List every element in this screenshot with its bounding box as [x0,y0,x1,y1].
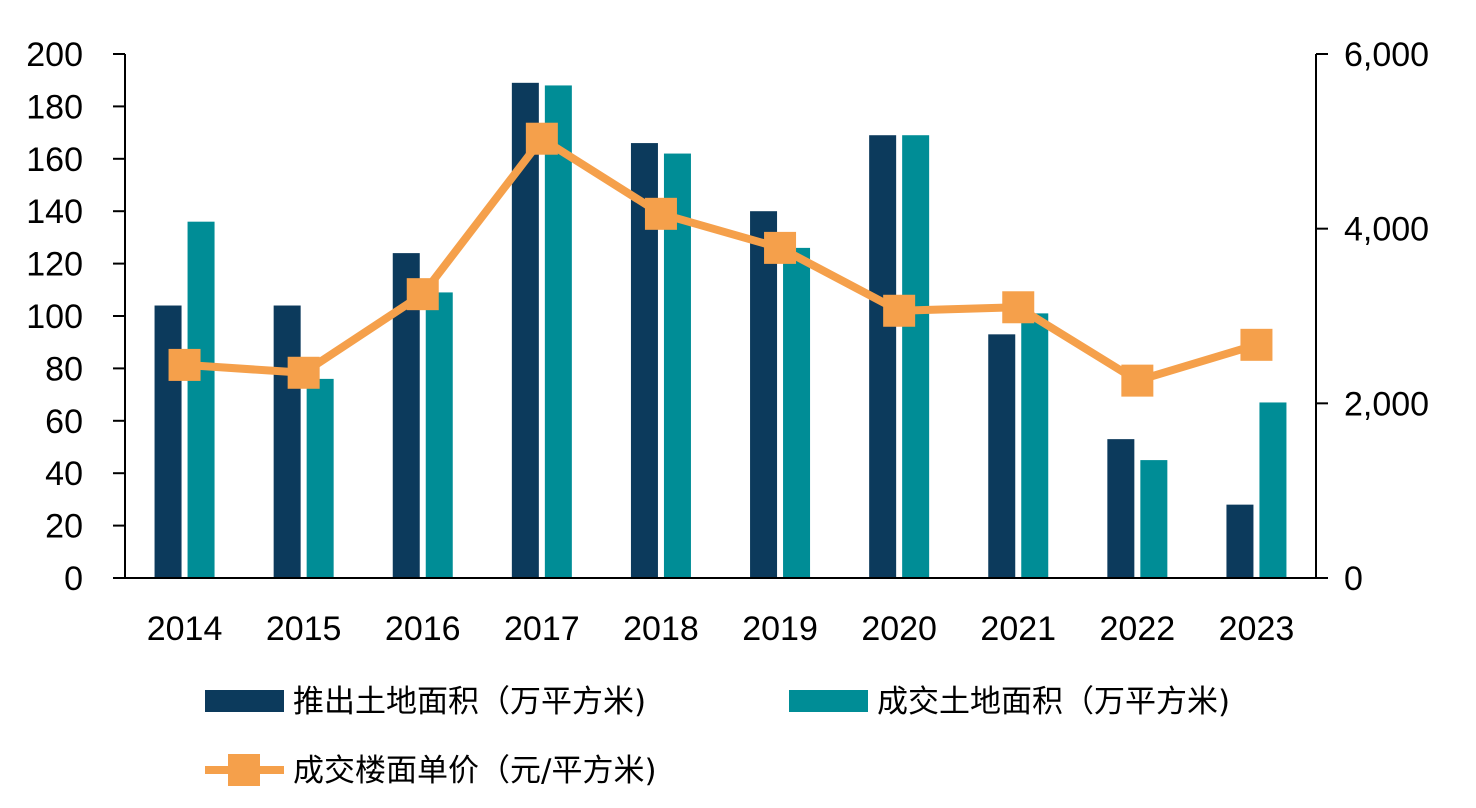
price-marker-2022 [1121,364,1154,397]
bar-transacted-2019 [783,247,811,578]
price-marker-2023 [1240,328,1273,361]
bar-transacted-2014 [187,221,215,578]
price-marker-2017 [525,122,558,155]
price-marker-2016 [406,278,439,311]
axes-layer: 0 20 40 60 80 100 120 140 160 180 200 0 2,000 4,000 6,… [26,36,1429,648]
legend: 推出土地面积（万平方米) 成交土地面积（万平方米) 成交楼面单价（元/平方米) [205,684,1230,789]
bar-transacted-2015 [306,378,334,578]
y-left-tick-label: 60 [45,403,83,441]
x-tick-label-2023: 2023 [1219,610,1295,648]
bar-launched-2014 [154,305,182,578]
bar-transacted-2021 [1021,313,1049,578]
bar-launched-2021 [988,334,1016,578]
price-marker-2021 [1002,291,1035,324]
x-tick-label-2019: 2019 [742,610,818,648]
x-tick-label-2014: 2014 [147,610,223,648]
y-left-tick-label: 40 [45,455,83,493]
y-right-tick-label: 0 [1344,560,1363,598]
y-left-tick-label: 160 [26,141,83,179]
y-left-tick-label: 20 [45,508,83,546]
x-tick-label-2016: 2016 [385,610,461,648]
price-marker-2018 [644,197,677,230]
bar-launched-2023 [1226,504,1254,578]
price-line [184,134,1258,385]
bar-launched-2020 [869,135,897,578]
bar-transacted-2017 [544,85,572,578]
bar-launched-2015 [273,305,301,578]
bar-launched-2022 [1107,439,1135,578]
bar-transacted-2022 [1140,460,1168,578]
legend-label-0: 推出土地面积（万平方米) [293,684,646,720]
y-left-tick-label: 200 [26,36,83,74]
y-left-tick-label: 0 [64,560,83,598]
legend-swatch-0 [205,690,284,712]
y-left-tick-label: 120 [26,246,83,284]
x-tick-label-2015: 2015 [266,610,342,648]
bars-layer [154,82,1287,578]
x-tick-label-2017: 2017 [504,610,580,648]
bar-transacted-2023 [1259,402,1287,578]
y-left-tick-label: 180 [26,88,83,126]
legend-label-2: 成交楼面单价（元/平方米) [293,753,657,789]
x-tick-label-2018: 2018 [623,610,699,648]
y-left-tick-label: 80 [45,350,83,388]
legend-swatch-1 [789,690,868,712]
price-line-layer [168,122,1273,397]
legend-label-1: 成交土地面积（万平方米) [877,684,1230,720]
bar-transacted-2020 [902,135,930,578]
legend-swatch-marker [228,754,260,786]
price-marker-2014 [168,348,201,381]
y-right-tick-label: 2,000 [1344,385,1429,423]
y-right-tick-label: 6,000 [1344,36,1429,74]
y-left-tick-label: 100 [26,298,83,336]
price-marker-2015 [287,356,320,389]
price-marker-2019 [764,231,797,264]
x-tick-label-2020: 2020 [861,610,937,648]
price-marker-2020 [883,294,916,327]
x-tick-label-2022: 2022 [1100,610,1176,648]
y-right-tick-label: 4,000 [1344,211,1429,249]
x-tick-label-2021: 2021 [980,610,1056,648]
bar-transacted-2016 [425,292,453,578]
bar-launched-2019 [750,211,778,578]
y-left-tick-label: 140 [26,193,83,231]
